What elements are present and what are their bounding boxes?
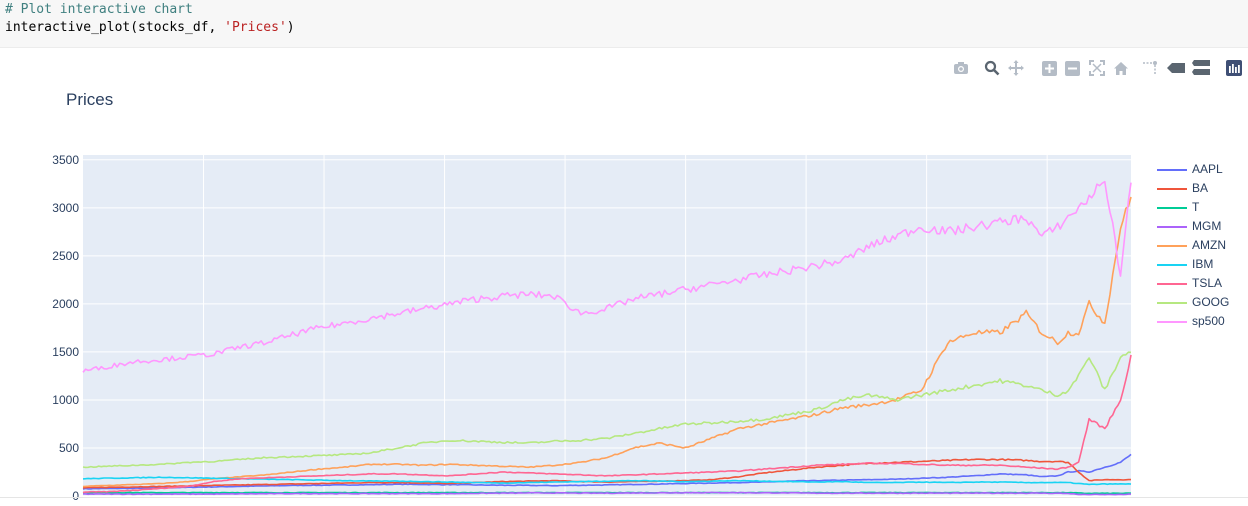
pan-icon[interactable]	[1006, 58, 1026, 78]
legend-label: BA	[1192, 181, 1209, 195]
code-comment: # Plot interactive chart	[5, 2, 193, 17]
legend-swatch	[1157, 169, 1187, 171]
plotly-logo-icon[interactable]	[1224, 58, 1244, 78]
legend-swatch	[1157, 321, 1187, 323]
prices-line-chart[interactable]: 0 500 1000 1500 2000 2500 3000 3500	[0, 150, 1140, 500]
autoscale-icon[interactable]	[1087, 58, 1107, 78]
legend-label: AMZN	[1192, 238, 1226, 252]
legend-swatch	[1157, 188, 1187, 190]
plot-title: Prices	[66, 90, 114, 109]
legend-label: IBM	[1192, 257, 1214, 271]
code-cell-input[interactable]: # Plot interactive chart interactive_plo…	[0, 0, 1248, 48]
legend-item-ibm[interactable]: IBM	[1155, 255, 1245, 274]
spike-lines-icon[interactable]	[1140, 58, 1160, 78]
legend-item-aapl[interactable]: AAPL	[1155, 160, 1245, 179]
legend-swatch	[1157, 226, 1187, 228]
legend-item-tsla[interactable]: TSLA	[1155, 274, 1245, 293]
y-tick-label: 1500	[52, 345, 79, 359]
plot-area	[83, 155, 1131, 496]
code-string-arg: 'Prices'	[224, 20, 287, 35]
code-call: interactive_plot(stocks_df,	[5, 20, 225, 35]
legend-item-amzn[interactable]: AMZN	[1155, 236, 1245, 255]
legend-swatch	[1157, 283, 1187, 285]
y-tick-label: 3500	[52, 153, 79, 167]
legend-item-mgm[interactable]: MGM	[1155, 217, 1245, 236]
legend-swatch	[1157, 245, 1187, 247]
legend-label: sp500	[1192, 314, 1225, 328]
legend-label: T	[1192, 200, 1200, 214]
y-tick-label: 1000	[52, 393, 79, 407]
legend-swatch	[1157, 302, 1187, 304]
legend-item-t[interactable]: T	[1155, 198, 1245, 217]
legend-label: AAPL	[1192, 162, 1223, 176]
legend-item-goog[interactable]: GOOG	[1155, 293, 1245, 312]
series-line-ba	[82, 458, 1131, 489]
y-tick-label: 3000	[52, 201, 79, 215]
legend-item-sp500[interactable]: sp500	[1155, 312, 1245, 331]
y-tick-label: 500	[59, 441, 79, 455]
code-close-paren: )	[286, 20, 295, 35]
series-line-mgm	[82, 491, 1131, 496]
zoom-out-icon[interactable]	[1062, 58, 1082, 78]
zoom-icon[interactable]	[982, 58, 1002, 78]
legend-label: MGM	[1192, 219, 1222, 233]
output-bottom-divider	[0, 497, 1248, 498]
reset-axes-icon[interactable]	[1111, 58, 1131, 78]
code-line: interactive_plot(stocks_df, 'Prices')	[5, 19, 295, 37]
y-tick-label: 2500	[52, 249, 79, 263]
series-line-aapl	[82, 453, 1132, 490]
legend-swatch	[1157, 207, 1187, 209]
series-line-ibm	[82, 476, 1132, 486]
legend-label: GOOG	[1192, 295, 1230, 309]
zoom-in-icon[interactable]	[1039, 58, 1059, 78]
camera-icon[interactable]	[951, 58, 971, 78]
legend-label: TSLA	[1192, 276, 1223, 290]
legend-swatch	[1157, 264, 1187, 266]
hover-compare-icon[interactable]	[1191, 58, 1211, 78]
series-line-sp500	[82, 180, 1132, 373]
y-tick-label: 2000	[52, 297, 79, 311]
series-line-goog	[82, 351, 1132, 469]
series-line-tsla	[82, 354, 1132, 494]
series-line-amzn	[82, 196, 1132, 488]
legend-item-ba[interactable]: BA	[1155, 179, 1245, 198]
hover-closest-icon[interactable]	[1166, 58, 1186, 78]
y-tick-label: 0	[72, 489, 79, 500]
